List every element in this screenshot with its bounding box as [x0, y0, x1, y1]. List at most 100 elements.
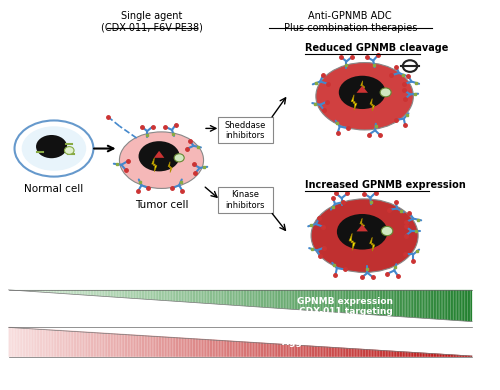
Polygon shape — [273, 290, 274, 308]
Polygon shape — [370, 237, 375, 251]
Polygon shape — [170, 290, 171, 301]
Polygon shape — [438, 290, 440, 319]
Polygon shape — [22, 290, 24, 291]
Polygon shape — [429, 353, 430, 357]
Polygon shape — [266, 290, 268, 308]
Polygon shape — [260, 290, 262, 307]
Polygon shape — [231, 340, 232, 357]
Polygon shape — [102, 332, 103, 357]
Polygon shape — [58, 330, 59, 357]
Polygon shape — [184, 338, 186, 357]
Polygon shape — [138, 290, 140, 299]
Polygon shape — [418, 352, 420, 357]
Polygon shape — [204, 339, 205, 357]
Polygon shape — [270, 343, 271, 357]
Polygon shape — [292, 344, 293, 357]
Polygon shape — [468, 290, 469, 321]
Polygon shape — [103, 333, 104, 357]
Polygon shape — [69, 290, 70, 294]
Polygon shape — [210, 290, 211, 304]
Polygon shape — [12, 327, 13, 357]
Polygon shape — [284, 290, 285, 309]
Polygon shape — [327, 347, 328, 357]
Polygon shape — [123, 290, 124, 298]
Polygon shape — [280, 290, 282, 308]
Polygon shape — [200, 339, 202, 357]
Polygon shape — [218, 340, 220, 357]
Polygon shape — [205, 290, 206, 303]
Polygon shape — [191, 338, 192, 357]
Text: Normal cell: Normal cell — [24, 184, 84, 194]
Polygon shape — [466, 290, 468, 321]
Polygon shape — [114, 333, 115, 357]
Polygon shape — [282, 290, 284, 309]
Polygon shape — [392, 290, 394, 316]
Polygon shape — [32, 328, 34, 357]
Polygon shape — [450, 355, 452, 357]
Polygon shape — [114, 290, 115, 297]
Polygon shape — [370, 99, 374, 111]
Polygon shape — [358, 290, 360, 314]
Polygon shape — [328, 347, 330, 357]
Polygon shape — [366, 290, 367, 314]
Polygon shape — [319, 290, 320, 311]
Polygon shape — [98, 332, 100, 357]
Polygon shape — [319, 346, 320, 357]
Text: Single agent
(CDX-011, F6V-PE38): Single agent (CDX-011, F6V-PE38) — [101, 11, 203, 33]
Polygon shape — [334, 347, 336, 357]
Polygon shape — [409, 352, 410, 357]
Polygon shape — [194, 290, 196, 303]
Polygon shape — [163, 290, 164, 301]
Polygon shape — [27, 328, 28, 357]
Polygon shape — [10, 327, 12, 357]
Polygon shape — [239, 341, 240, 357]
Polygon shape — [364, 290, 366, 314]
Polygon shape — [44, 329, 46, 357]
Polygon shape — [56, 290, 58, 293]
Polygon shape — [224, 340, 225, 357]
Polygon shape — [143, 335, 144, 357]
Polygon shape — [92, 290, 94, 296]
Polygon shape — [217, 340, 218, 357]
Polygon shape — [388, 290, 390, 316]
Polygon shape — [350, 290, 352, 314]
Ellipse shape — [382, 226, 393, 236]
Text: Reduced GPNMB cleavage: Reduced GPNMB cleavage — [305, 43, 448, 53]
Polygon shape — [62, 290, 64, 294]
Polygon shape — [348, 290, 350, 313]
Polygon shape — [55, 330, 56, 357]
Polygon shape — [166, 337, 168, 357]
Polygon shape — [24, 328, 25, 357]
Polygon shape — [138, 335, 140, 357]
Polygon shape — [354, 290, 356, 314]
Polygon shape — [30, 328, 32, 357]
Polygon shape — [258, 290, 259, 307]
Polygon shape — [110, 290, 112, 297]
Polygon shape — [278, 344, 279, 357]
Polygon shape — [333, 347, 334, 357]
Polygon shape — [380, 350, 381, 357]
Polygon shape — [108, 333, 109, 357]
Polygon shape — [140, 290, 141, 299]
Polygon shape — [394, 351, 395, 357]
Polygon shape — [42, 290, 44, 292]
Polygon shape — [462, 355, 463, 357]
Polygon shape — [48, 290, 50, 293]
Polygon shape — [460, 355, 462, 357]
Polygon shape — [69, 330, 70, 357]
Polygon shape — [328, 290, 330, 312]
Polygon shape — [234, 290, 235, 305]
Polygon shape — [443, 290, 444, 320]
Polygon shape — [429, 290, 430, 319]
Polygon shape — [182, 337, 183, 357]
Polygon shape — [360, 349, 361, 357]
Polygon shape — [220, 290, 222, 305]
Polygon shape — [178, 290, 180, 301]
Polygon shape — [58, 290, 59, 293]
Polygon shape — [288, 290, 290, 309]
Polygon shape — [13, 327, 15, 357]
Polygon shape — [351, 95, 357, 110]
Polygon shape — [205, 339, 206, 357]
Polygon shape — [202, 290, 203, 303]
Polygon shape — [338, 290, 339, 312]
